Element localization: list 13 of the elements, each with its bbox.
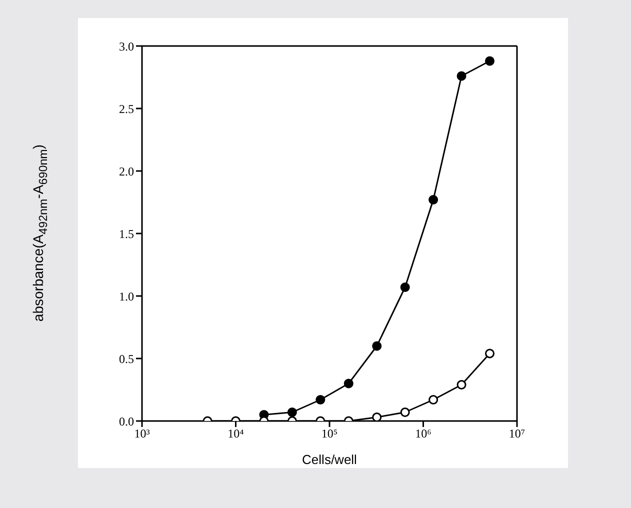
y-tick-label: 0.5	[119, 352, 134, 366]
y-tick-label: 1.5	[119, 226, 134, 241]
x-tick-label: 10⁶	[415, 426, 432, 441]
y-tick-label: 2.0	[119, 164, 134, 178]
x-tick-label: 10⁵	[321, 426, 338, 441]
y-tick-label: 3.0	[119, 39, 134, 54]
x-tick-label: 10⁷	[508, 426, 526, 441]
x-tick-label: 10³	[134, 426, 150, 441]
x-axis-title: Cells/well	[302, 452, 358, 467]
y-tick-label: 2.5	[119, 102, 134, 116]
x-tick-label: 10⁴	[228, 426, 244, 441]
y-tick-label: 1.0	[119, 289, 134, 304]
y-tick-label: 0.0	[119, 414, 134, 428]
